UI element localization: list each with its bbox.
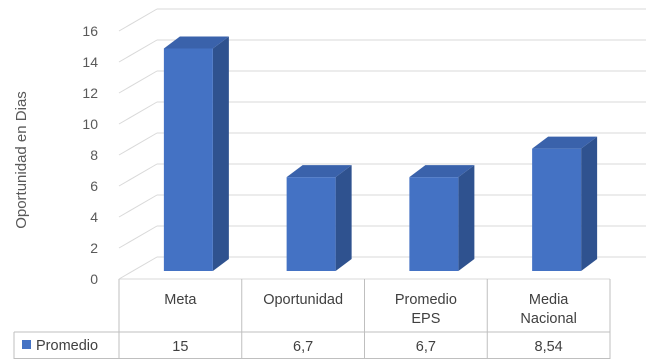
grid-diagonal <box>118 163 158 187</box>
gridlines <box>118 8 646 280</box>
y-tick-label: 0 <box>90 271 98 287</box>
bar-side <box>212 36 229 271</box>
data-value-label: 8,54 <box>535 339 563 355</box>
grid-diagonal <box>118 225 158 249</box>
grid-diagonal <box>118 101 158 125</box>
legend-swatch <box>22 340 31 349</box>
bar-side <box>335 165 352 271</box>
bar-side <box>458 165 475 271</box>
bar <box>532 148 582 271</box>
category-label: Promedio <box>395 292 457 308</box>
bars <box>163 36 598 271</box>
bar <box>163 48 213 271</box>
grid-diagonal <box>118 132 158 156</box>
bar <box>286 177 336 271</box>
data-value-label: 6,7 <box>293 339 313 355</box>
grid-diagonal <box>118 256 158 280</box>
y-tick-label: 4 <box>90 209 98 225</box>
bar-group <box>532 136 598 271</box>
category-label: Media <box>529 292 569 308</box>
y-tick-label: 2 <box>90 240 98 256</box>
bar <box>409 177 459 271</box>
bar-group <box>409 165 475 271</box>
grid-diagonal <box>118 8 158 32</box>
y-axis-ticks: 0 2 4 6 8 10 12 14 16 <box>82 23 98 287</box>
data-value-label: 15 <box>172 339 188 355</box>
y-tick-label: 6 <box>90 178 98 194</box>
data-value-label: 6,7 <box>416 339 436 355</box>
bar-top <box>532 136 598 149</box>
grid-diagonal <box>118 39 158 63</box>
bar-group <box>286 165 352 271</box>
bar-side <box>581 136 598 271</box>
y-tick-label: 10 <box>82 116 98 132</box>
y-tick-label: 16 <box>82 23 98 39</box>
y-axis-label: Oportunidad en Dias <box>13 91 30 229</box>
grid-diagonal <box>118 194 158 218</box>
category-label: Oportunidad <box>263 292 343 308</box>
category-label: EPS <box>411 311 440 327</box>
grid-diagonal <box>118 70 158 94</box>
y-tick-label: 8 <box>90 147 98 163</box>
y-tick-label: 14 <box>82 54 98 70</box>
bar-top <box>409 165 475 178</box>
category-label: Nacional <box>520 311 576 327</box>
legend-label: Promedio <box>36 338 98 354</box>
bar-top <box>163 36 229 49</box>
category-label: Meta <box>164 292 197 308</box>
data-table: Meta Oportunidad Promedio EPS Media Nacional P… <box>13 279 611 359</box>
y-tick-label: 12 <box>82 85 98 101</box>
bar-group <box>163 36 229 271</box>
bar-top <box>286 165 352 178</box>
